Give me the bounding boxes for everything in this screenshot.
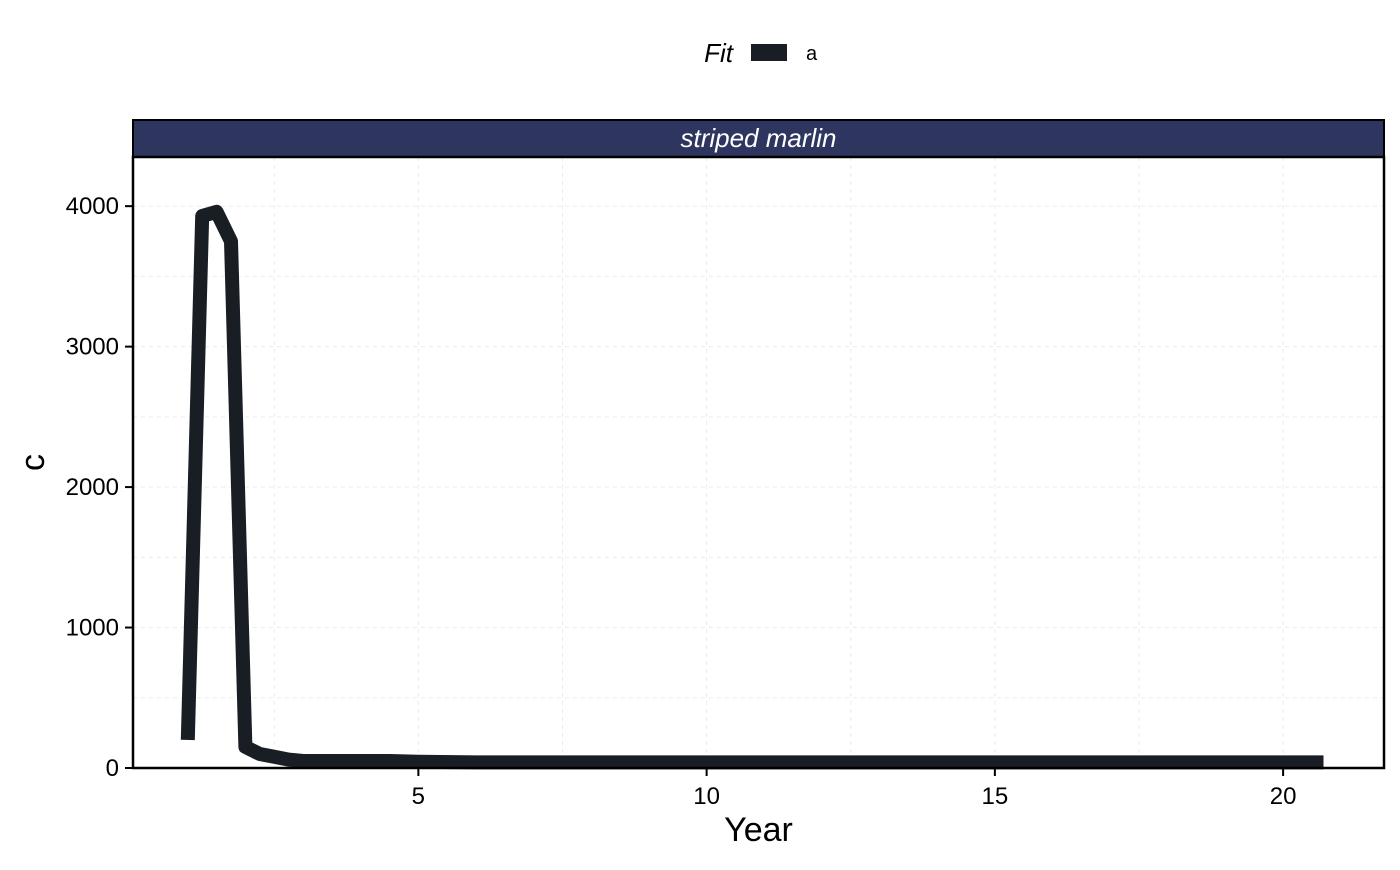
y-axis-title: c bbox=[14, 454, 52, 471]
y-tick-label: 3000 bbox=[66, 334, 119, 361]
legend-label-a: a bbox=[806, 43, 818, 65]
legend: Fit a bbox=[704, 38, 818, 68]
grid-lines bbox=[133, 157, 1384, 768]
legend-key-a bbox=[751, 44, 787, 61]
x-tick-label: 5 bbox=[412, 783, 425, 810]
legend-title: Fit bbox=[704, 38, 735, 68]
plot-border bbox=[131, 155, 1386, 770]
y-tick-label: 4000 bbox=[66, 193, 119, 220]
series-line-a bbox=[180, 204, 1324, 770]
data-series bbox=[180, 204, 1324, 770]
x-axis-title: Year bbox=[724, 811, 793, 849]
y-axis: 0 1000 2000 3000 4000 bbox=[66, 193, 133, 782]
x-tick-label: 15 bbox=[982, 783, 1009, 810]
y-tick-label: 0 bbox=[106, 755, 119, 782]
x-tick-label: 10 bbox=[693, 783, 720, 810]
facet-strip-label: striped marlin bbox=[680, 123, 836, 153]
facet-strip-background bbox=[132, 119, 1385, 158]
facet-strip: striped marlin bbox=[132, 119, 1385, 158]
y-tick-label: 2000 bbox=[66, 474, 119, 501]
x-tick-label: 20 bbox=[1270, 783, 1297, 810]
x-axis: 5 10 15 20 bbox=[412, 768, 1297, 810]
y-tick-label: 1000 bbox=[66, 615, 119, 642]
plot-panel bbox=[133, 157, 1384, 768]
